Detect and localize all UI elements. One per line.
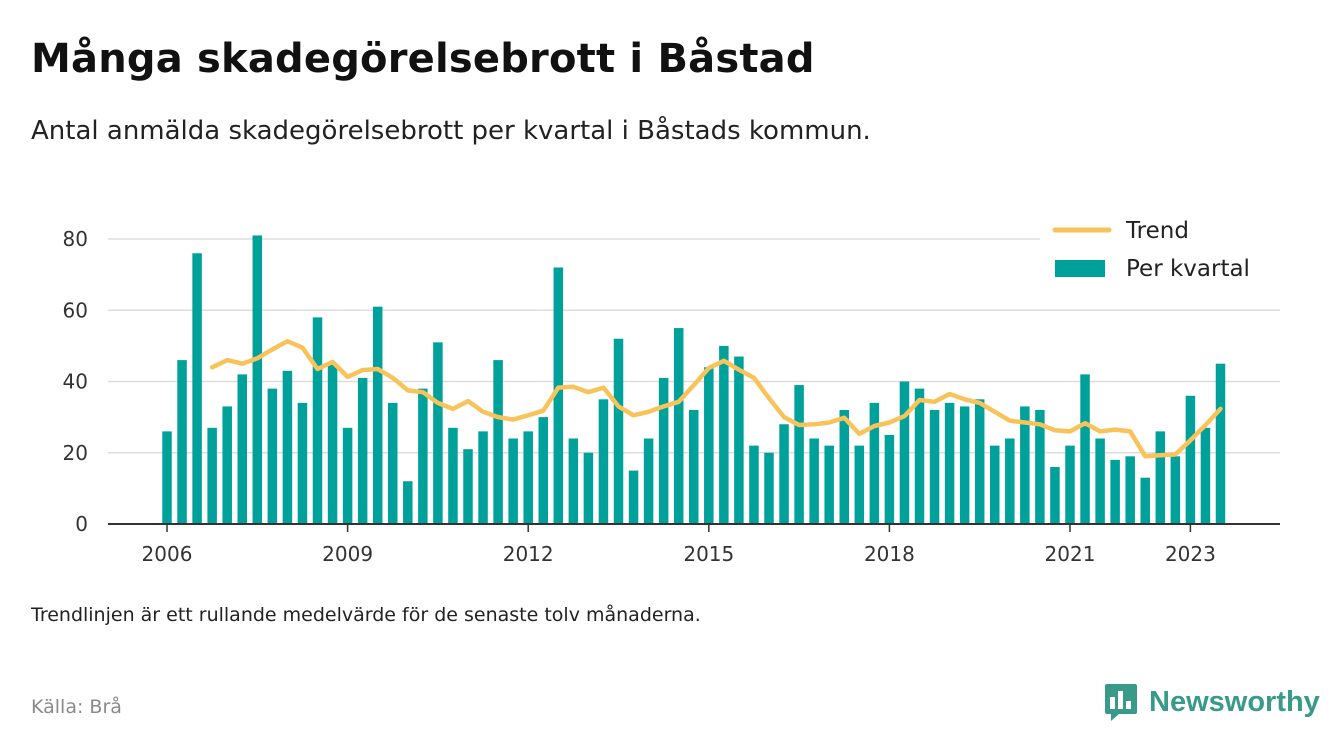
bar-2009-Q1	[342, 427, 353, 524]
y-tick-label: 60	[63, 298, 88, 322]
x-tick-label: 2015	[683, 542, 734, 566]
legend-bar-swatch	[1055, 260, 1105, 277]
bar-2012-Q1	[523, 431, 533, 524]
bar-2009-Q4	[388, 402, 398, 524]
bar-2014-Q2	[658, 377, 669, 524]
bar-2020-Q1	[1005, 438, 1015, 524]
bar-2013-Q1	[583, 452, 594, 524]
line-layer	[209, 338, 1223, 459]
axis-layer: 0 20 40 60 80 2006 2009 2012 2015 2018 2021 2023	[63, 227, 1280, 566]
bar-2006-Q3	[192, 253, 202, 524]
brand-logo: Newsworthy	[1103, 682, 1320, 722]
bar-2019-Q3	[974, 399, 985, 524]
x-tick-label: 2006	[142, 542, 193, 566]
brand-name: Newsworthy	[1149, 685, 1320, 718]
page-title: Många skadegörelsebrott i Båstad	[31, 36, 815, 82]
bar-2019-Q1	[944, 402, 955, 524]
bar-2017-Q3	[854, 445, 865, 524]
x-tick-label: 2023	[1165, 542, 1216, 566]
bar-2013-Q3	[613, 338, 624, 524]
bar-2022-Q1	[1125, 456, 1135, 524]
bar-2009-Q3	[372, 306, 383, 524]
bar-2016-Q2	[779, 424, 789, 524]
bar-2011-Q4	[508, 438, 518, 524]
trend-line	[209, 338, 1223, 459]
x-tick-label: 2018	[864, 542, 915, 566]
bar-2022-Q4	[1170, 456, 1181, 524]
bar-2018-Q4	[929, 410, 940, 524]
bar-2006-Q4	[207, 427, 217, 524]
bar-2014-Q1	[643, 438, 654, 524]
bar-2021-Q1	[1065, 445, 1075, 524]
bar-2020-Q3	[1035, 410, 1045, 524]
bar-2021-Q2	[1080, 374, 1090, 524]
source-credit: Källa: Brå	[31, 696, 122, 718]
bar-2008-Q3	[312, 317, 323, 524]
bar-2023-Q2	[1200, 427, 1211, 524]
bar-2015-Q1	[704, 367, 714, 524]
x-tick-label: 2021	[1045, 542, 1096, 566]
bar-2017-Q1	[824, 445, 834, 524]
bar-layer	[162, 235, 1226, 524]
bar-2019-Q4	[990, 445, 1000, 524]
legend-trend-label: Trend	[1125, 218, 1189, 244]
bar-2008-Q1	[282, 370, 293, 524]
bar-2007-Q3	[252, 235, 263, 524]
bar-2017-Q4	[869, 402, 880, 524]
y-tick-label: 80	[63, 227, 88, 251]
bar-2014-Q3	[673, 328, 684, 524]
bar-2007-Q1	[222, 406, 232, 524]
bar-2014-Q4	[689, 410, 699, 524]
bar-2007-Q4	[267, 388, 278, 524]
x-tick-label: 2009	[322, 542, 373, 566]
bar-2012-Q4	[568, 438, 579, 524]
bar-2017-Q2	[839, 410, 849, 524]
chart-note: Trendlinjen är ett rullande medelvärde f…	[31, 604, 701, 626]
bar-2018-Q2	[899, 381, 910, 524]
bar-2018-Q1	[884, 434, 895, 524]
bar-2020-Q4	[1050, 467, 1060, 524]
bar-2023-Q1	[1185, 395, 1196, 524]
bar-2022-Q2	[1140, 477, 1150, 524]
legend-bar-label: Per kvartal	[1126, 256, 1250, 282]
bar-2016-Q1	[764, 452, 774, 524]
y-tick-label: 0	[75, 512, 88, 536]
bar-2015-Q3	[734, 356, 744, 524]
legend: Trend Per kvartal	[1040, 208, 1280, 290]
bar-2006-Q2	[177, 360, 187, 524]
bar-2015-Q2	[719, 345, 729, 524]
bar-2011-Q1	[463, 449, 473, 524]
bar-2010-Q3	[433, 342, 443, 524]
bar-2010-Q4	[448, 427, 458, 524]
bar-2023-Q3	[1215, 363, 1226, 524]
bar-2011-Q2	[478, 431, 488, 524]
bar-2018-Q3	[914, 388, 925, 524]
bar-2013-Q4	[628, 470, 639, 524]
bar-2006-Q1	[162, 431, 172, 524]
bar-2020-Q2	[1020, 406, 1030, 524]
page-subtitle: Antal anmälda skadegörelsebrott per kvar…	[31, 116, 871, 146]
bar-2016-Q4	[809, 438, 819, 524]
bar-2013-Q2	[598, 399, 609, 524]
bar-2008-Q2	[297, 402, 308, 524]
y-tick-label: 40	[63, 370, 88, 394]
bar-2015-Q4	[749, 445, 759, 524]
x-tick-label: 2012	[503, 542, 554, 566]
chart: 0 20 40 60 80 2006 2009 2012 2015 2018 2021 2023 Tr…	[62, 208, 1280, 566]
bar-2012-Q3	[553, 267, 564, 524]
bar-2010-Q1	[403, 481, 413, 524]
newsworthy-chart-icon	[1105, 684, 1137, 721]
bar-2016-Q3	[794, 385, 804, 524]
bar-2011-Q3	[493, 360, 503, 524]
bar-2022-Q3	[1155, 431, 1166, 524]
bar-2021-Q4	[1110, 459, 1120, 524]
bar-2012-Q2	[538, 417, 548, 524]
bar-2008-Q4	[327, 363, 338, 524]
bar-2021-Q3	[1095, 438, 1105, 524]
bar-2010-Q2	[418, 388, 428, 524]
bar-2009-Q2	[357, 377, 368, 524]
y-tick-label: 20	[63, 441, 88, 465]
bar-2019-Q2	[959, 406, 970, 524]
bar-2007-Q2	[237, 374, 247, 524]
